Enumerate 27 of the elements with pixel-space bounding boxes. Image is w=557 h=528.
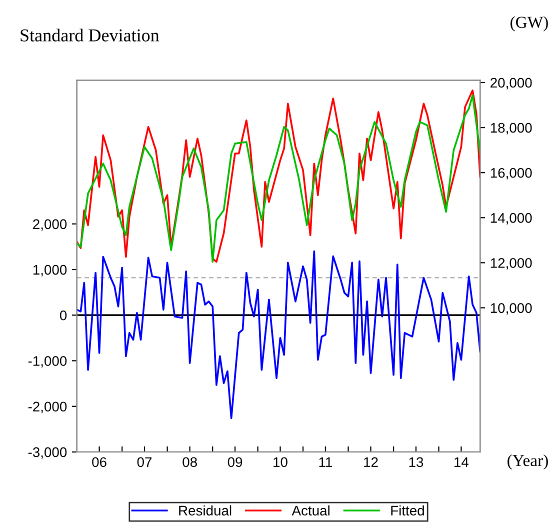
y2-axis-title: (GW) <box>510 16 548 32</box>
y-tick-label: -2,000 <box>28 402 67 414</box>
x-tick-label: 08 <box>182 457 197 468</box>
y2-tick-label: 12,000 <box>490 258 532 270</box>
legend-label: Fitted <box>391 505 424 516</box>
y-tick-label: 1,000 <box>33 264 67 276</box>
x-tick-label: 09 <box>228 457 242 468</box>
y2-tick-label: 14,000 <box>490 213 532 224</box>
x-tick-label: 06 <box>92 457 106 468</box>
x-axis-title: (Year) <box>508 454 548 470</box>
y2-tick-label: 16,000 <box>490 168 532 180</box>
y-tick-label: -3,000 <box>28 447 67 459</box>
y-tick-label: 0 <box>60 310 67 320</box>
y2-tick-label: 18,000 <box>490 122 532 134</box>
y2-tick-label: 10,000 <box>490 303 532 315</box>
y-tick-label: -1,000 <box>28 356 67 368</box>
x-tick-label: 12 <box>364 457 378 467</box>
x-tick-label: 11 <box>319 457 332 467</box>
x-tick-label: 07 <box>137 457 152 468</box>
y-tick-label: 2,000 <box>33 219 67 231</box>
legend-label: Actual <box>292 505 330 516</box>
x-tick-label: 10 <box>274 457 288 468</box>
chart-title: Standard Deviation <box>20 28 160 42</box>
y2-tick-label: 20,000 <box>490 78 532 90</box>
x-tick-label: 14 <box>454 457 469 467</box>
legend-label: Residual <box>179 505 232 516</box>
x-tick-label: 13 <box>409 457 424 468</box>
